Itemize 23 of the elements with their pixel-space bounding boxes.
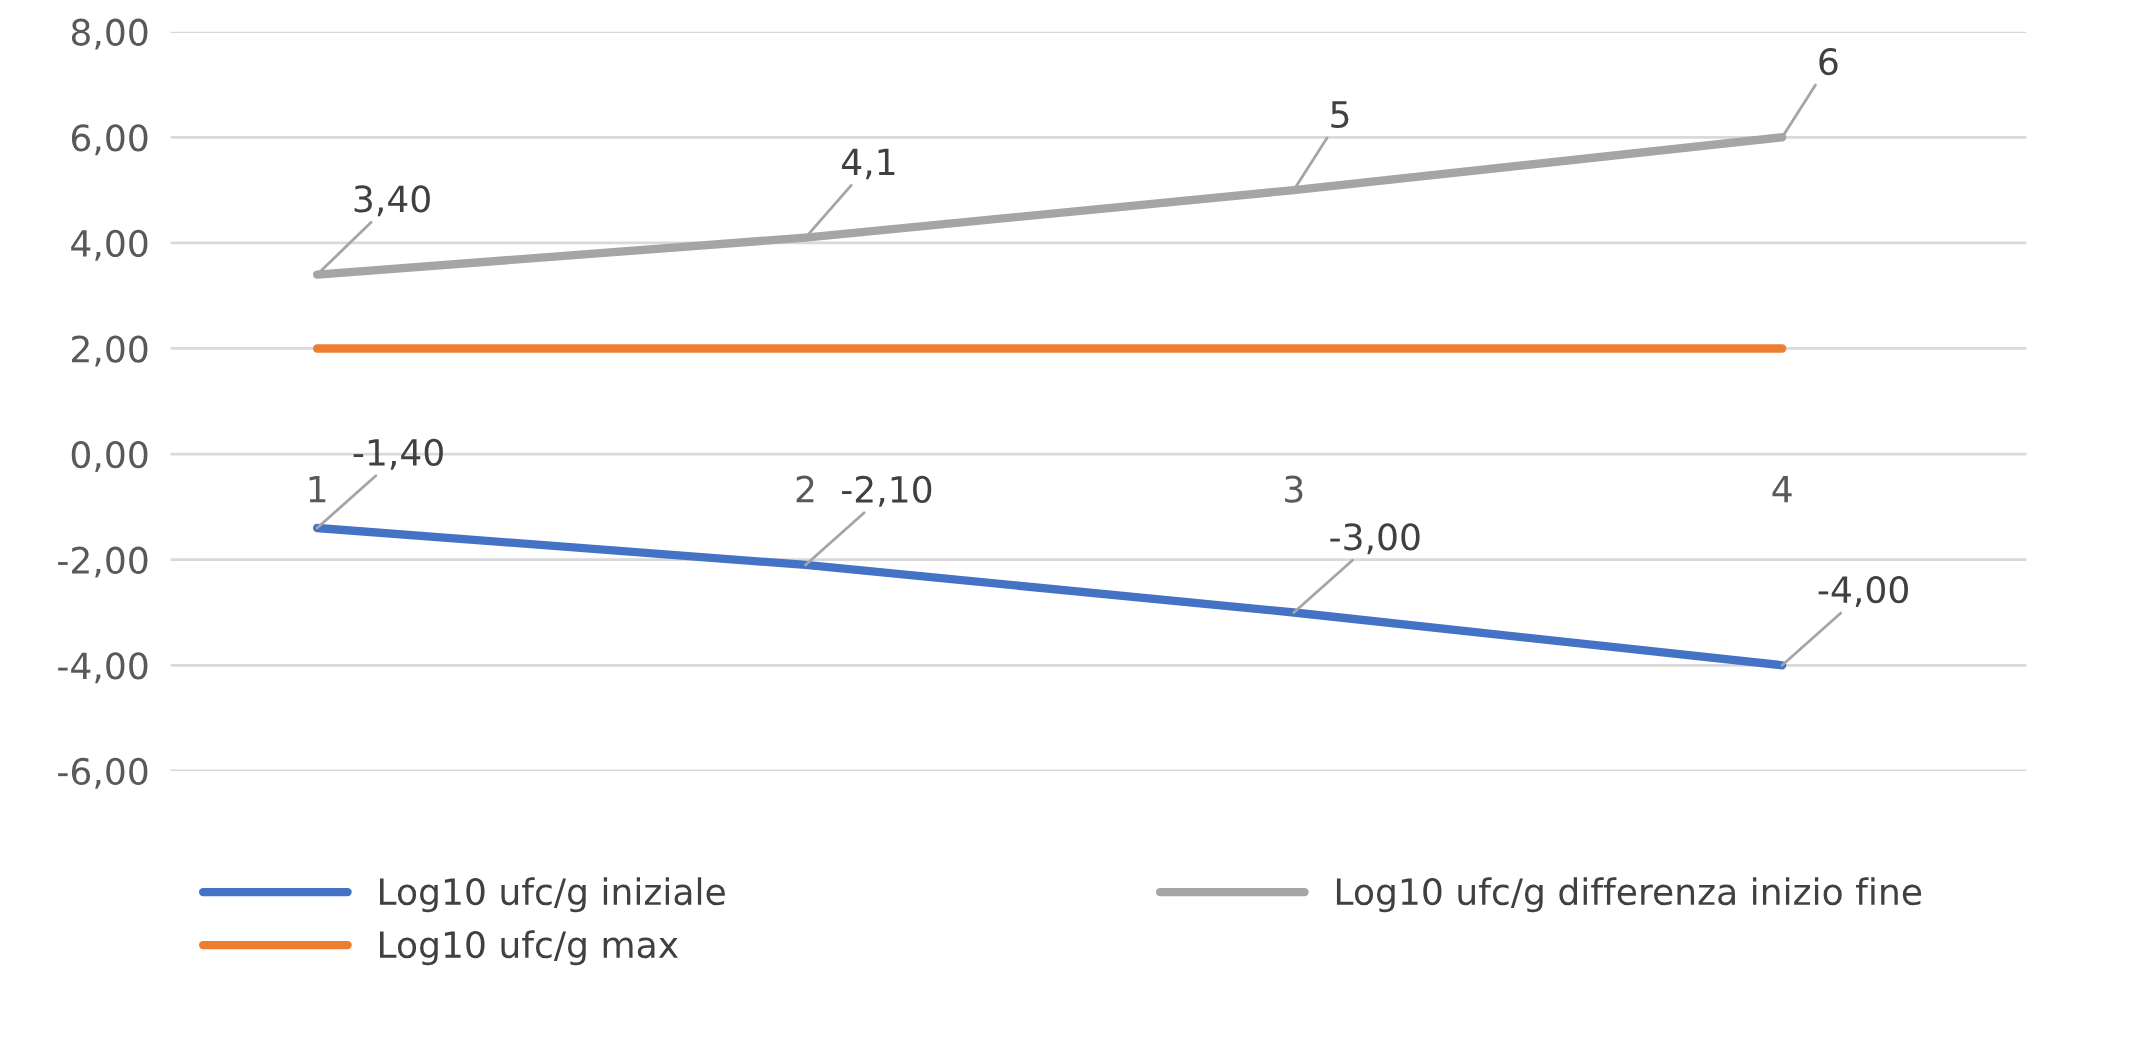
x-tick-label: 3 [1285,475,1303,503]
y-tick-label: -2,00 [58,546,148,578]
legend-label: Log10 ufc/g differenza inizio fine [1336,877,1922,913]
y-tick-label: -4,00 [58,652,148,684]
data-label: 6 [1819,47,1838,76]
data-label: 3,40 [354,185,430,217]
legend-label: Log10 ufc/g max [380,930,678,966]
y-tick-label: 2,00 [72,335,148,367]
data-label: 4,1 [841,148,895,180]
y-tick-label: 8,00 [71,18,148,50]
y-tick-label: 4,00 [71,229,148,261]
x-tick-label: 2 [796,475,814,503]
y-tick-label: 6,00 [71,124,148,156]
x-tick-label: 4 [1772,476,1792,503]
data-label: -3,00 [1330,523,1420,555]
y-tick-label: -6,00 [58,757,148,789]
y-tick-label: 0,00 [71,441,148,472]
data-label: -1,40 [353,438,443,470]
x-tick-label: 1 [309,476,326,503]
data-label: 5 [1331,101,1349,129]
data-label: -4,00 [1818,575,1908,607]
data-label: -2,10 [841,475,932,507]
legend-label: Log10 ufc/g iniziale [380,877,725,913]
